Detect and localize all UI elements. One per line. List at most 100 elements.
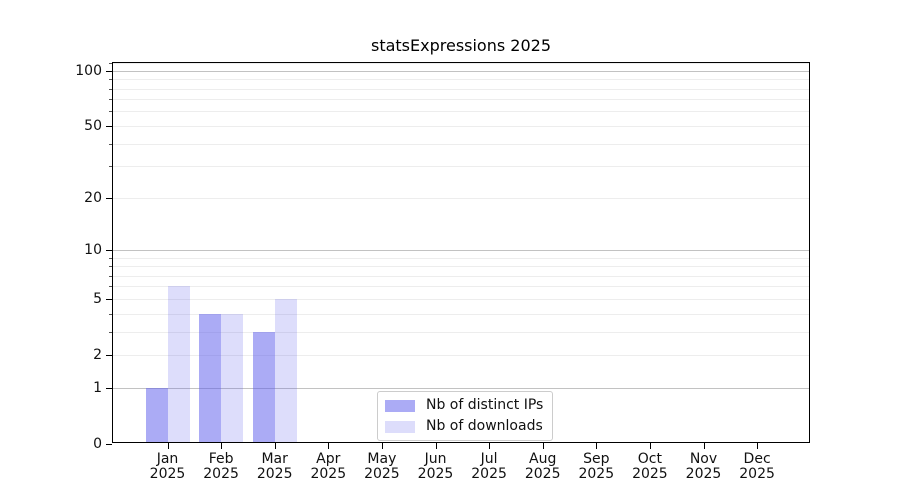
minor-gridline xyxy=(112,331,810,333)
minor-gridline xyxy=(112,354,810,356)
minor-gridline xyxy=(112,275,810,277)
minor-gridline xyxy=(112,286,810,288)
bar-downloads xyxy=(167,286,190,443)
x-tick-label: Dec 2025 xyxy=(725,452,789,482)
y-axis-tick xyxy=(106,197,112,199)
x-axis-tick xyxy=(274,443,276,449)
x-tick-month: Apr xyxy=(316,451,341,467)
legend-item-distinct-ips: Nb of distinct IPs xyxy=(385,398,543,413)
x-tick-year: 2025 xyxy=(310,466,347,482)
y-axis-tick-label: 1 xyxy=(93,379,102,396)
bar-downloads xyxy=(274,298,297,443)
x-tick-label: Apr 2025 xyxy=(296,452,360,482)
y-axis-tick-label: 50 xyxy=(84,117,102,134)
legend: Nb of distinct IPs Nb of downloads xyxy=(377,391,554,441)
x-tick-year: 2025 xyxy=(632,466,668,482)
minor-gridline xyxy=(112,88,810,90)
x-axis-tick xyxy=(381,443,383,449)
x-axis-tick xyxy=(489,443,491,449)
y-axis-tick xyxy=(106,298,112,300)
x-axis-tick xyxy=(757,443,759,449)
x-tick-year: 2025 xyxy=(364,466,400,482)
x-tick-year: 2025 xyxy=(256,466,293,482)
x-tick-year: 2025 xyxy=(578,466,615,482)
minor-gridline xyxy=(112,298,810,300)
x-axis-tick xyxy=(221,443,223,449)
x-axis-tick xyxy=(649,443,651,449)
x-tick-month: Jun xyxy=(424,451,447,467)
minor-gridline xyxy=(112,125,810,127)
minor-gridline xyxy=(112,111,810,113)
y-axis-tick xyxy=(106,387,112,389)
x-tick-month: Oct xyxy=(637,451,662,467)
y-axis-tick-label: 10 xyxy=(84,241,102,258)
x-tick-label: Jul 2025 xyxy=(457,452,521,482)
y-axis-tick xyxy=(106,249,112,251)
x-tick-month: May xyxy=(367,451,397,467)
chart-title: statsExpressions 2025 xyxy=(370,36,551,55)
y-axis-minor-tick xyxy=(109,88,112,90)
y-axis-minor-tick xyxy=(109,313,112,315)
y-axis-minor-tick xyxy=(109,331,112,333)
y-axis-minor-tick xyxy=(109,99,112,101)
x-axis-tick xyxy=(435,443,437,449)
x-tick-year: 2025 xyxy=(739,466,775,482)
x-tick-label: Sep 2025 xyxy=(564,452,628,482)
minor-gridline xyxy=(112,79,810,81)
y-axis-tick-label: 5 xyxy=(93,290,102,307)
legend-swatch-distinct-ips-icon xyxy=(385,399,415,412)
x-axis-tick xyxy=(328,443,330,449)
y-axis-tick-label: 100 xyxy=(75,62,102,79)
x-tick-month: Sep xyxy=(583,451,610,467)
x-tick-year: 2025 xyxy=(417,466,454,482)
x-tick-month: Feb xyxy=(208,451,234,467)
x-axis-tick xyxy=(596,443,598,449)
minor-gridline xyxy=(112,99,810,101)
minor-gridline xyxy=(112,143,810,145)
y-axis-minor-tick xyxy=(109,257,112,259)
y-axis-minor-tick xyxy=(109,111,112,113)
legend-swatch-downloads-icon xyxy=(385,420,415,433)
x-tick-month: Jul xyxy=(480,451,498,467)
x-tick-year: 2025 xyxy=(149,466,186,482)
y-axis-tick-label: 2 xyxy=(93,346,102,363)
y-axis-tick-label: 20 xyxy=(84,189,102,206)
x-tick-month: Aug xyxy=(529,451,557,467)
x-axis-tick xyxy=(542,443,544,449)
x-tick-label: May 2025 xyxy=(350,452,414,482)
x-tick-label: Feb 2025 xyxy=(189,452,253,482)
y-axis-minor-tick xyxy=(109,79,112,81)
x-tick-label: Aug 2025 xyxy=(511,452,575,482)
minor-gridline xyxy=(112,266,810,267)
x-tick-label: Jun 2025 xyxy=(404,452,468,482)
x-tick-label: Jan 2025 xyxy=(136,452,200,482)
x-tick-month: Jan xyxy=(156,451,179,467)
y-axis-tick xyxy=(106,443,112,445)
legend-label-distinct-ips: Nb of distinct IPs xyxy=(426,397,544,413)
bar-distinct-ips xyxy=(199,313,222,443)
x-tick-month: Mar xyxy=(261,451,288,467)
bar-distinct-ips xyxy=(145,387,168,443)
y-axis-minor-tick xyxy=(109,63,112,65)
y-axis-tick xyxy=(106,70,112,72)
minor-gridline xyxy=(112,313,810,315)
y-axis-minor-tick xyxy=(109,275,112,277)
legend-label-downloads: Nb of downloads xyxy=(426,418,543,434)
x-tick-label: Mar 2025 xyxy=(243,452,307,482)
y-axis-minor-tick xyxy=(109,143,112,145)
x-tick-year: 2025 xyxy=(203,466,239,482)
major-gridline xyxy=(112,249,810,251)
legend-item-downloads: Nb of downloads xyxy=(385,419,543,434)
x-tick-year: 2025 xyxy=(524,466,561,482)
bar-distinct-ips xyxy=(252,331,275,443)
x-tick-month: Dec xyxy=(743,451,771,467)
x-axis-tick xyxy=(703,443,705,449)
x-axis-tick xyxy=(167,443,169,449)
minor-gridline xyxy=(112,197,810,199)
y-axis-minor-tick xyxy=(109,286,112,288)
minor-gridline xyxy=(112,257,810,259)
y-axis-tick xyxy=(106,125,112,127)
major-gridline xyxy=(112,70,810,72)
x-tick-year: 2025 xyxy=(685,466,722,482)
